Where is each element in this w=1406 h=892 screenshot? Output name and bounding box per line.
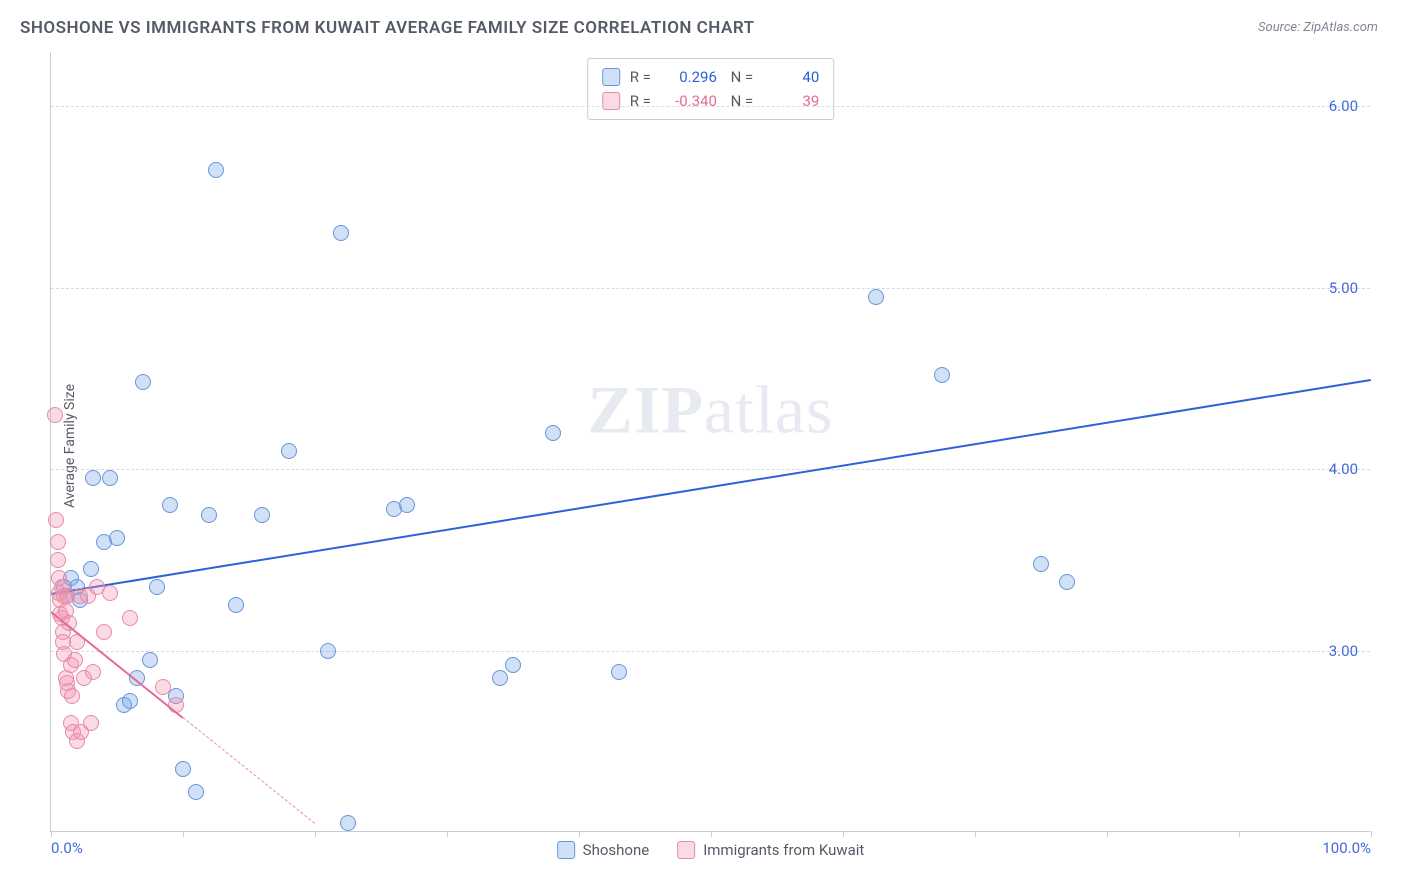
scatter-point bbox=[122, 610, 138, 626]
gridline-h bbox=[51, 469, 1370, 470]
stats-r-value-kuwait: -0.340 bbox=[661, 89, 717, 113]
y-tick-label: 5.00 bbox=[1329, 279, 1358, 297]
stats-n-label: N = bbox=[727, 65, 753, 89]
scatter-point bbox=[188, 784, 204, 800]
legend-item-kuwait: Immigrants from Kuwait bbox=[677, 841, 864, 859]
scatter-point bbox=[83, 561, 99, 577]
x-tick-label: 0.0% bbox=[51, 839, 83, 857]
scatter-point bbox=[122, 693, 138, 709]
x-tick-label: 100.0% bbox=[1322, 839, 1371, 857]
scatter-point bbox=[85, 664, 101, 680]
trend-line bbox=[51, 379, 1371, 595]
y-tick-label: 4.00 bbox=[1329, 460, 1358, 478]
scatter-point bbox=[208, 162, 224, 178]
scatter-point bbox=[67, 652, 83, 668]
gridline-h bbox=[51, 288, 1370, 289]
gridline-h bbox=[51, 106, 1370, 107]
legend-item-shoshone: Shoshone bbox=[557, 841, 650, 859]
scatter-point bbox=[102, 470, 118, 486]
legend-label: Immigrants from Kuwait bbox=[703, 841, 864, 859]
x-tick bbox=[1371, 831, 1372, 837]
scatter-point bbox=[85, 470, 101, 486]
x-tick bbox=[1239, 831, 1240, 837]
scatter-point bbox=[254, 507, 270, 523]
scatter-point bbox=[48, 512, 64, 528]
x-tick bbox=[579, 831, 580, 837]
trend-line bbox=[183, 717, 316, 824]
scatter-point bbox=[155, 679, 171, 695]
scatter-point bbox=[281, 443, 297, 459]
scatter-point bbox=[50, 552, 66, 568]
stats-n-label: N = bbox=[727, 89, 753, 113]
scatter-point bbox=[320, 643, 336, 659]
y-tick-label: 3.00 bbox=[1329, 642, 1358, 660]
stats-row-kuwait: R = -0.340 N = 39 bbox=[602, 89, 820, 113]
x-tick bbox=[447, 831, 448, 837]
scatter-point bbox=[505, 657, 521, 673]
scatter-point bbox=[545, 425, 561, 441]
x-tick bbox=[843, 831, 844, 837]
watermark: ZIPatlas bbox=[588, 371, 834, 450]
swatch-shoshone bbox=[602, 68, 620, 86]
scatter-point bbox=[47, 407, 63, 423]
x-tick bbox=[1107, 831, 1108, 837]
legend-label: Shoshone bbox=[583, 841, 650, 859]
scatter-point bbox=[934, 367, 950, 383]
scatter-point bbox=[96, 624, 112, 640]
x-tick bbox=[975, 831, 976, 837]
stats-row-shoshone: R = 0.296 N = 40 bbox=[602, 65, 820, 89]
scatter-point bbox=[135, 374, 151, 390]
swatch-shoshone bbox=[557, 841, 575, 859]
scatter-point bbox=[109, 530, 125, 546]
correlation-stats-box: R = 0.296 N = 40 R = -0.340 N = 39 bbox=[587, 58, 835, 120]
scatter-plot-area: ZIPatlas R = 0.296 N = 40 R = -0.340 N =… bbox=[50, 52, 1370, 832]
x-tick bbox=[183, 831, 184, 837]
y-tick-label: 6.00 bbox=[1329, 97, 1358, 115]
scatter-point bbox=[1059, 574, 1075, 590]
stats-r-label: R = bbox=[630, 65, 651, 89]
stats-r-value-shoshone: 0.296 bbox=[661, 65, 717, 89]
scatter-point bbox=[50, 534, 66, 550]
scatter-point bbox=[868, 289, 884, 305]
scatter-point bbox=[1033, 556, 1049, 572]
scatter-point bbox=[175, 761, 191, 777]
x-tick bbox=[711, 831, 712, 837]
scatter-point bbox=[142, 652, 158, 668]
source-attribution: Source: ZipAtlas.com bbox=[1258, 20, 1378, 35]
swatch-kuwait bbox=[677, 841, 695, 859]
gridline-h bbox=[51, 651, 1370, 652]
chart-title: SHOSHONE VS IMMIGRANTS FROM KUWAIT AVERA… bbox=[20, 18, 755, 38]
scatter-point bbox=[149, 579, 165, 595]
scatter-point bbox=[340, 815, 356, 831]
scatter-point bbox=[333, 225, 349, 241]
stats-n-value-kuwait: 39 bbox=[763, 89, 819, 113]
scatter-point bbox=[399, 497, 415, 513]
scatter-point bbox=[162, 497, 178, 513]
bottom-legend: Shoshone Immigrants from Kuwait bbox=[557, 841, 865, 859]
stats-n-value-shoshone: 40 bbox=[763, 65, 819, 89]
scatter-point bbox=[611, 664, 627, 680]
stats-r-label: R = bbox=[630, 89, 651, 113]
scatter-point bbox=[492, 670, 508, 686]
scatter-point bbox=[201, 507, 217, 523]
scatter-point bbox=[102, 585, 118, 601]
x-tick bbox=[51, 831, 52, 837]
scatter-point bbox=[64, 688, 80, 704]
scatter-point bbox=[83, 715, 99, 731]
scatter-point bbox=[228, 597, 244, 613]
x-tick bbox=[315, 831, 316, 837]
